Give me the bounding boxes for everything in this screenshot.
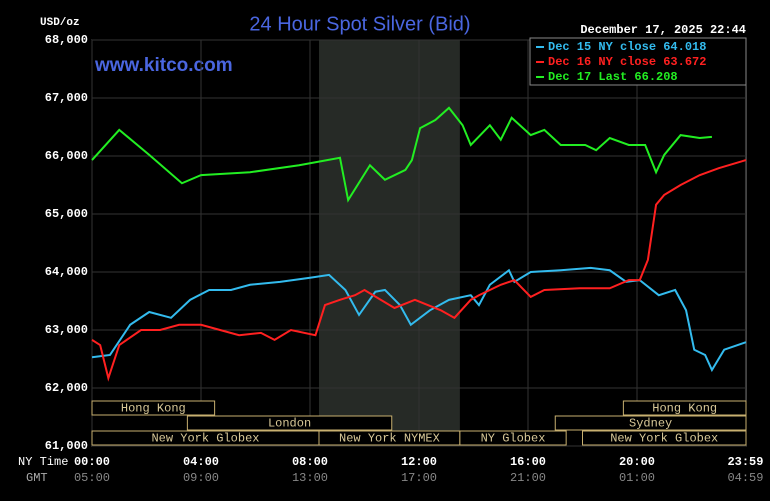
legend-label: Dec 15 NY close 64.018	[548, 40, 706, 54]
y-tick-label: 61,000	[45, 439, 88, 453]
y-tick-label: 63,000	[45, 323, 88, 337]
y-tick-label: 64,000	[45, 265, 88, 279]
series-line	[91, 159, 747, 382]
x2-tick-label: 17:00	[401, 471, 437, 485]
x-tick-label: 12:00	[401, 455, 437, 469]
x2-axis-label: GMT	[26, 471, 48, 485]
x2-tick-label: 13:00	[292, 471, 328, 485]
x-tick-label: 16:00	[510, 455, 546, 469]
session-bar	[554, 415, 747, 431]
x2-tick-label: 04:59	[727, 471, 763, 485]
x-tick-label: 00:00	[74, 455, 110, 469]
session-label: Hong Kong	[652, 402, 717, 416]
session-label: NY Globex	[481, 432, 546, 446]
legend-label: Dec 16 NY close 63.672	[548, 55, 706, 69]
y-tick-label: 68,000	[45, 33, 88, 47]
x-tick-label: 04:00	[183, 455, 219, 469]
session-label: Hong Kong	[121, 402, 186, 416]
x2-tick-label: 01:00	[619, 471, 655, 485]
timestamp: December 17, 2025 22:44	[580, 23, 746, 37]
x-tick-label: 20:00	[619, 455, 655, 469]
session-bar	[622, 400, 747, 416]
x-tick-label: 23:59	[727, 455, 763, 469]
session-label: Sydney	[629, 417, 672, 431]
session-bar	[186, 415, 393, 431]
session-bar	[91, 400, 216, 416]
y-axis-label: USD/oz	[40, 17, 80, 29]
x2-tick-label: 21:00	[510, 471, 546, 485]
chart-title: 24 Hour Spot Silver (Bid)	[249, 13, 470, 35]
session-label: New York Globex	[151, 432, 259, 446]
session-bar	[459, 430, 567, 446]
x-axis-label: NY Time	[18, 455, 68, 469]
y-tick-label: 65,000	[45, 207, 88, 221]
series-line	[91, 266, 747, 373]
session-shade	[318, 40, 460, 446]
y-tick-label: 67,000	[45, 91, 88, 105]
y-tick-label: 66,000	[45, 149, 88, 163]
session-bar	[582, 430, 747, 446]
session-label: New York NYMEX	[339, 432, 440, 446]
session-label: New York Globex	[610, 432, 718, 446]
legend-label: Dec 17 Last 66.208	[548, 70, 678, 84]
x2-tick-label: 09:00	[183, 471, 219, 485]
legend-box	[529, 37, 747, 86]
series-line	[91, 106, 713, 203]
watermark: www.kitco.com	[94, 55, 233, 76]
x2-tick-label: 05:00	[74, 471, 110, 485]
y-tick-label: 62,000	[45, 381, 88, 395]
x-tick-label: 08:00	[292, 455, 328, 469]
session-label: London	[268, 417, 311, 431]
